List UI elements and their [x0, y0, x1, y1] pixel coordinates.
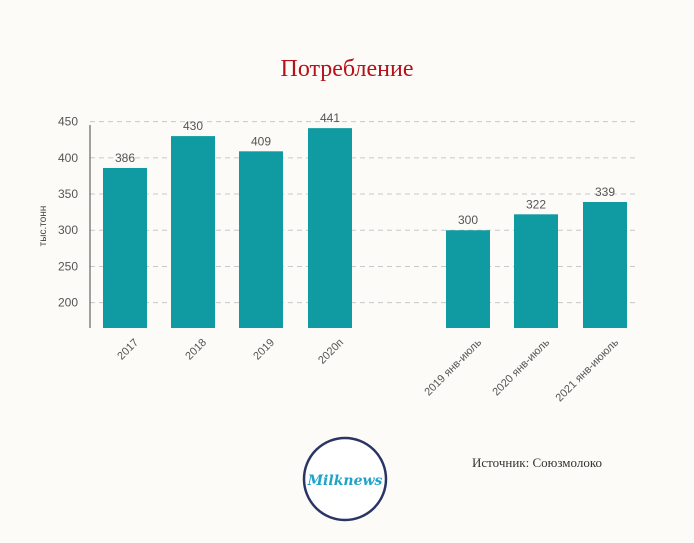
data-labels: 386 430 409 441 300 322 339: [115, 111, 615, 227]
bar: [171, 136, 215, 328]
y-tick-label: 450: [58, 115, 78, 129]
bars: [103, 128, 627, 328]
x-tick-label: 2019: [251, 337, 277, 363]
x-tick-label: 2019 янв-июль: [422, 336, 484, 398]
data-label: 409: [251, 134, 271, 148]
source-note: Источник: Союзмолоко: [472, 455, 602, 470]
data-label: 322: [526, 197, 546, 211]
y-tick-label: 250: [58, 259, 78, 273]
x-tick-label: 2018: [183, 337, 209, 363]
x-tick-label: 2017: [115, 337, 141, 363]
data-label: 339: [595, 185, 615, 199]
y-tick-label: 400: [58, 151, 78, 165]
y-axis-label: тыс.тонн: [38, 206, 49, 247]
y-tick-label: 200: [58, 296, 78, 310]
bar: [446, 230, 490, 328]
y-tick-label: 300: [58, 223, 78, 237]
bar: [308, 128, 352, 328]
milknews-logo: Milknews: [302, 436, 388, 522]
bar: [103, 167, 147, 328]
data-label: 430: [183, 119, 203, 133]
bar: [514, 214, 558, 328]
x-tick-label: 2020п: [316, 337, 346, 367]
chart-title: Потребление: [280, 56, 414, 82]
bar: [583, 202, 627, 328]
bar-chart: 200 250 300 350 400 450 386 430 409 441 300 322 339…: [38, 111, 638, 404]
y-tick-label: 350: [58, 187, 78, 201]
y-axis: 200 250 300 350 400 450: [58, 115, 91, 328]
x-tick-label: 2021 янв-иююль: [554, 336, 622, 404]
bar: [239, 151, 283, 328]
logo-text: Milknews: [307, 473, 383, 489]
data-label: 441: [320, 111, 340, 125]
data-label: 386: [115, 151, 135, 165]
data-label: 300: [458, 213, 478, 227]
x-tick-labels: 2017 2018 2019 2020п 2019 янв-июль 2020 янв-и…: [115, 336, 621, 404]
x-tick-label: 2020 янв-июль: [490, 336, 552, 398]
